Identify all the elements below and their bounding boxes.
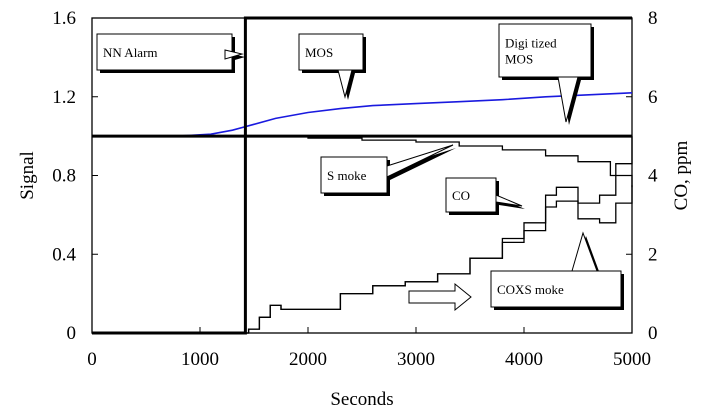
axes: 0 1000 2000 3000 4000 5000 0 0.4 0.8 1.2 1.6 0 2 4 6 8 S… [17, 8, 692, 409]
callout: NN Alarm [96, 33, 245, 73]
callout-label: MOS [305, 45, 333, 60]
callout-box [490, 270, 622, 308]
callout-pointer [557, 76, 579, 123]
series-line-smoke [92, 135, 633, 188]
callout-box [498, 23, 592, 78]
x-tick-label: 3000 [397, 349, 435, 370]
y-right-tick-label: 4 [648, 166, 658, 187]
callout-box [320, 156, 388, 194]
y-left-tick-label: 0.8 [52, 166, 76, 187]
x-tick-label: 2000 [289, 349, 327, 370]
series-line-coxsmoke [92, 185, 633, 334]
y-right-tick-label: 8 [648, 8, 658, 29]
callout-pointer-shadow [390, 148, 456, 180]
series-layer [92, 16, 633, 335]
callout-pointer [571, 231, 598, 272]
callout: CO [445, 177, 525, 215]
callout-label: Digi tized [505, 36, 557, 51]
callout-label: NN Alarm [103, 45, 158, 60]
callout-label: MOS [505, 52, 533, 67]
callout-pointer [224, 49, 244, 60]
y-right-axis-title: CO, ppm [671, 140, 692, 210]
y-left-axis-title: Signal [17, 151, 38, 200]
x-tick-label: 4000 [505, 349, 543, 370]
callout-pointer [495, 194, 523, 207]
callout-pointer [337, 69, 353, 99]
callout: COXS moke [490, 231, 624, 310]
series-line-mos [92, 92, 633, 137]
y-right-tick-label: 2 [648, 244, 658, 265]
callout-label: COXS moke [497, 282, 564, 297]
y-left-tick-label: 0 [67, 323, 77, 344]
callout-box [298, 33, 364, 71]
callout: S moke [320, 144, 456, 196]
callout-label: CO [452, 188, 470, 203]
x-tick-label: 1000 [181, 349, 219, 370]
x-tick-label: 5000 [613, 349, 651, 370]
callout-pointer [386, 144, 454, 178]
x-tick-label: 0 [87, 349, 97, 370]
y-left-tick-label: 1.6 [52, 8, 76, 29]
y-left-tick-label: 0.4 [52, 244, 76, 265]
y-right-tick-label: 6 [648, 87, 658, 108]
arrow-shape [408, 282, 472, 312]
callout-label: S moke [327, 168, 367, 183]
x-axis-title: Seconds [330, 389, 393, 409]
y-right-tick-label: 0 [648, 323, 658, 344]
direction-arrow-icon [408, 282, 472, 312]
callout-box [445, 177, 497, 213]
y-left-tick-label: 1.2 [52, 87, 76, 108]
callout: MOS [298, 33, 366, 100]
